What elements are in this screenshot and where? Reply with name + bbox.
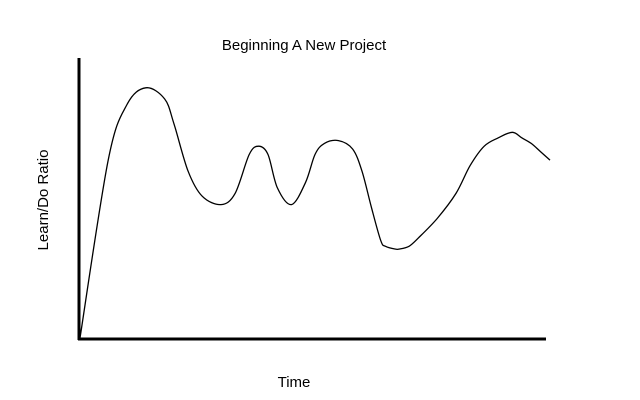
chart-title: Beginning A New Project xyxy=(222,37,387,54)
x-axis-label: Time xyxy=(278,374,311,391)
series-line xyxy=(79,87,551,339)
y-axis-label: Learn/Do Ratio xyxy=(35,150,52,251)
